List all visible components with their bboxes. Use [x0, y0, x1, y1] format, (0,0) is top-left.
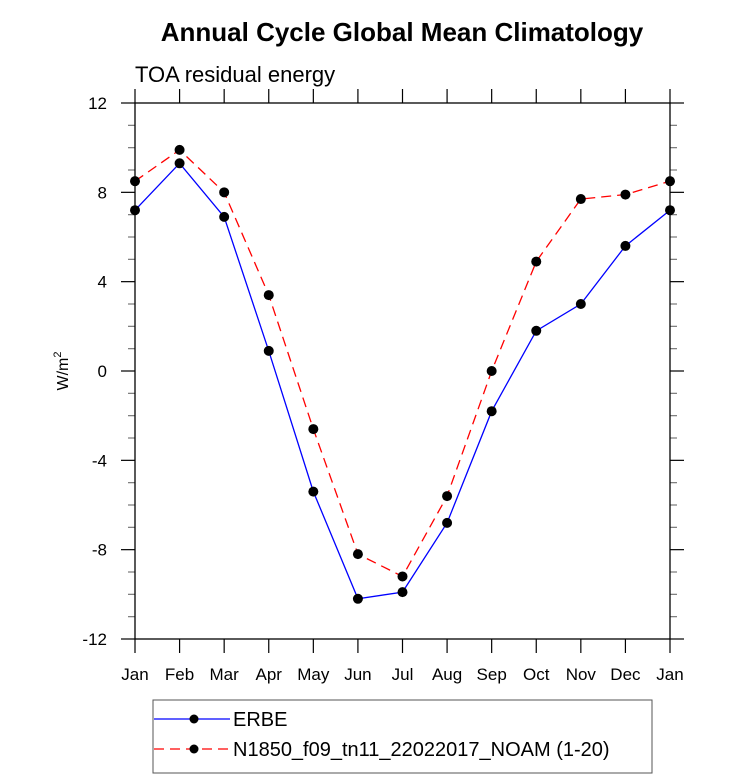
- data-point-series-1: [486, 366, 497, 376]
- series-layer: [130, 144, 675, 604]
- chart-title: Annual Cycle Global Mean Climatology: [161, 17, 644, 47]
- legend-label-erbe: ERBE: [233, 709, 287, 731]
- y-axis-label-superscript: 2: [52, 352, 64, 358]
- series-line-1: [134, 149, 671, 578]
- series-line-0: [134, 162, 671, 600]
- data-point-series-1: [352, 549, 363, 560]
- legend-marker-erbe: [189, 714, 199, 724]
- legend-item-erbe: ERBE: [154, 709, 287, 731]
- x-tick-label: Jan: [656, 665, 683, 684]
- data-point-series-1: [174, 144, 185, 155]
- y-tick-label: -12: [82, 630, 107, 649]
- data-point-series-0: [174, 158, 185, 169]
- data-point-series-0: [219, 211, 230, 222]
- tick-labels: Jan Feb Mar Apr May Jun Jul Aug Sep Oct Nov Dec Jan-…: [82, 94, 683, 684]
- y-axis-label: W/m2: [52, 352, 72, 391]
- data-point-series-1: [620, 189, 631, 200]
- data-point-series-1: [575, 194, 586, 205]
- y-tick-label: -8: [92, 541, 107, 560]
- svg-text:W/m2: W/m2: [52, 352, 72, 391]
- data-point-series-1: [397, 571, 408, 582]
- legend-label-model: N1850_f09_tn11_22022017_NOAM (1-20): [233, 739, 610, 761]
- data-point-series-0: [531, 325, 542, 336]
- data-point-series-1: [308, 424, 319, 435]
- x-tick-label: Apr: [256, 665, 283, 684]
- y-tick-label: 0: [98, 362, 107, 381]
- x-tick-label: Jan: [121, 665, 148, 684]
- x-tick-label: Oct: [523, 665, 550, 684]
- data-point-series-1: [442, 491, 453, 502]
- x-tick-label: May: [297, 665, 330, 684]
- data-point-series-0: [397, 587, 408, 598]
- data-point-series-1: [531, 256, 542, 267]
- x-tick-label: Dec: [610, 665, 641, 684]
- x-tick-label: Jul: [392, 665, 414, 684]
- axis-ticks: [121, 89, 684, 653]
- legend-item-model: N1850_f09_tn11_22022017_NOAM (1-20): [154, 739, 610, 761]
- data-point-series-1: [219, 187, 230, 198]
- chart-subtitle: TOA residual energy: [135, 62, 335, 87]
- x-tick-label: Sep: [477, 665, 507, 684]
- legend: ERBE N1850_f09_tn11_22022017_NOAM (1-20): [152, 699, 653, 774]
- plot-frame: [134, 102, 671, 640]
- data-point-series-1: [263, 290, 274, 301]
- x-tick-label: Jun: [344, 665, 371, 684]
- data-point-series-0: [575, 299, 586, 309]
- data-point-series-0: [486, 406, 497, 417]
- y-axis-label-text: W/m: [55, 358, 72, 391]
- data-point-series-0: [308, 486, 319, 497]
- x-tick-label: Feb: [165, 665, 194, 684]
- data-point-series-0: [442, 517, 453, 528]
- x-tick-label: Aug: [432, 665, 462, 684]
- data-point-series-0: [352, 593, 363, 604]
- data-point-series-0: [620, 240, 631, 251]
- y-tick-label: 4: [98, 273, 107, 292]
- y-tick-label: 8: [98, 183, 107, 202]
- x-tick-label: Nov: [566, 665, 597, 684]
- x-tick-label: Mar: [210, 665, 240, 684]
- y-tick-label: -4: [92, 451, 107, 470]
- legend-box: [152, 699, 653, 774]
- y-tick-label: 12: [88, 94, 107, 113]
- data-point-series-0: [263, 345, 274, 356]
- legend-marker-model: [189, 744, 199, 754]
